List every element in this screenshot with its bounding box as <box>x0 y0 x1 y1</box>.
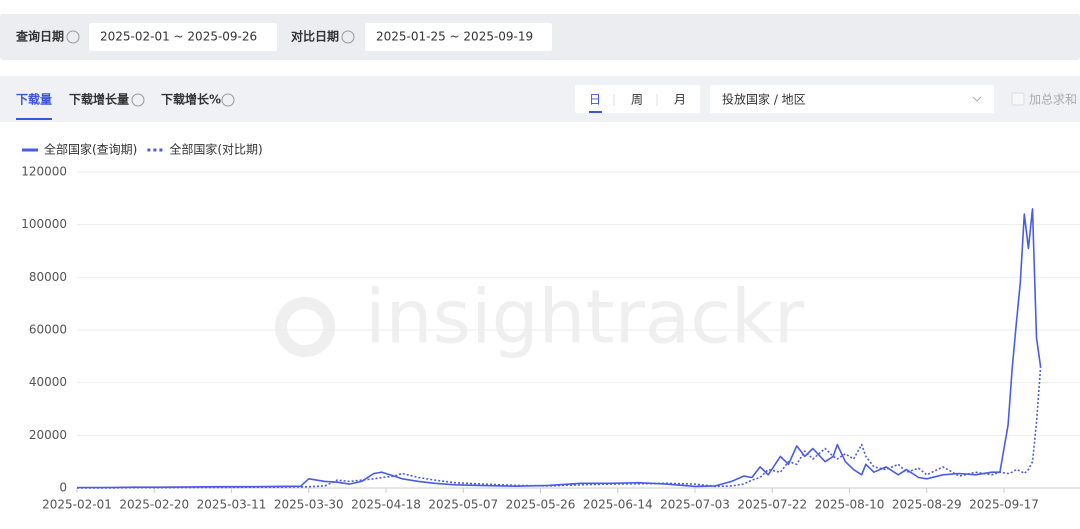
x-tick-label: 2025-07-03 <box>660 498 730 512</box>
y-tick-label: 80000 <box>29 270 67 284</box>
tab[interactable]: 下载增长量 <box>69 92 129 107</box>
checkbox[interactable] <box>1011 92 1025 106</box>
help-icon[interactable] <box>221 93 235 107</box>
compare-label: 对比日期 <box>291 29 339 44</box>
tab-underline <box>16 118 52 120</box>
sum-toggle: 加总求和 <box>1029 93 1077 107</box>
x-tick-label: 2025-03-30 <box>274 498 344 512</box>
help-icon[interactable] <box>66 30 80 44</box>
compare-range-input[interactable] <box>365 23 552 51</box>
legend-label: 全部国家(对比期) <box>169 142 262 157</box>
granularity-switch <box>575 85 700 113</box>
dropdown-arrow <box>972 96 982 102</box>
query-label: 查询日期 <box>15 29 64 44</box>
granularity-option[interactable]: 周 <box>631 93 643 107</box>
watermark-text: insightrackr <box>365 275 805 361</box>
tab[interactable]: 下载量 <box>16 92 52 107</box>
tab[interactable]: 下载增长% <box>161 92 221 107</box>
x-tick-label: 2025-07-22 <box>737 498 807 512</box>
help-icon[interactable] <box>341 30 355 44</box>
y-tick-label: 0 <box>59 481 67 495</box>
x-tick-label: 2025-06-14 <box>583 498 653 512</box>
y-tick-label: 60000 <box>29 323 67 337</box>
x-tick-label: 2025-02-20 <box>119 498 189 512</box>
granularity-option[interactable]: 月 <box>674 93 686 107</box>
x-tick-label: 2025-08-29 <box>892 498 962 512</box>
query-range-input[interactable] <box>89 23 277 51</box>
region-select[interactable] <box>710 85 994 113</box>
watermark: insightrackr <box>275 275 805 361</box>
x-tick-label: 2025-09-17 <box>969 498 1039 512</box>
help-icon[interactable] <box>131 93 145 107</box>
compare-range: 2025-01-25 ~ 2025-09-19 <box>376 30 533 44</box>
region-select-text: 投放国家 / 地区 <box>722 92 806 107</box>
y-tick-label: 120000 <box>21 165 67 179</box>
granularity-option[interactable]: 日 <box>589 93 601 107</box>
y-tick-label: 40000 <box>29 375 67 389</box>
x-tick-label: 2025-05-07 <box>428 498 498 512</box>
x-tick-label: 2025-02-01 <box>42 498 112 512</box>
x-tick-label: 2025-05-26 <box>506 498 576 512</box>
legend-label: 全部国家(查询期) <box>44 142 137 157</box>
x-tick-label: 2025-04-18 <box>351 498 421 512</box>
y-tick-label: 20000 <box>29 428 67 442</box>
series-line <box>77 208 1042 489</box>
granularity-underline <box>589 111 602 113</box>
series-line <box>77 366 1042 489</box>
x-tick-label: 2025-03-11 <box>197 498 267 512</box>
query-range: 2025-02-01 ~ 2025-09-26 <box>100 30 257 44</box>
watermark-logo <box>275 297 335 357</box>
y-tick-label: 100000 <box>21 217 67 231</box>
x-tick-label: 2025-08-10 <box>815 498 885 512</box>
